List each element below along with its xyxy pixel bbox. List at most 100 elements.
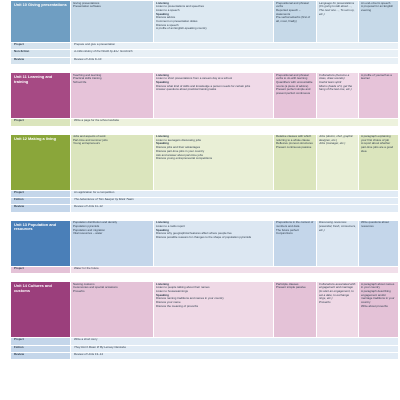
vocabulary-cell-line: Jobs (doctor, chef, graphic designer, et… (319, 135, 353, 142)
extra-label: Review (10, 56, 71, 66)
extra-row: Non-fiction A Little History of the World… (10, 49, 399, 58)
extra-value: Water for the future (70, 265, 399, 275)
extra-label: Project (10, 189, 71, 198)
gap-cell (11, 65, 399, 73)
grammar-cell: Relative clauses with which referring to… (273, 133, 317, 191)
grammar-cell-line: Reported speech – statements (276, 8, 301, 16)
extra-row: Review Review of Units 13–14 (10, 351, 399, 361)
skills-cell: Listening Listen to people talking about … (153, 281, 274, 339)
topics-cell-line: Population pyramids (73, 224, 100, 228)
vocabulary-cell: Collocations (become a class, draw sound… (316, 72, 359, 120)
extra-row: Project An application for a competition (10, 189, 399, 198)
unit-title-cell: Unit 11 Learning and training (10, 72, 71, 120)
vocabulary-cell-line: Idioms (loads of it, get the hang of the… (319, 84, 353, 92)
writing-cell-line: A report about whether part-time jobs ar… (361, 142, 394, 153)
extra-label: Project (10, 337, 71, 346)
extra-value: The Adventures of Tom Sawyer by Mark Twa… (70, 196, 399, 206)
grammar-cell-line: Pre-verbal adverbs (first of all, most, … (276, 16, 311, 24)
grammar-cell-line: Relative clauses with which referring to… (276, 135, 312, 142)
unit-title-cell: Unit 14 Cultures and customs (10, 281, 71, 339)
vocabulary-cell-line: Collocations associated with engagement … (319, 282, 356, 301)
skills-cell: Listening Listen to presentations and spe… (153, 0, 274, 43)
unit-title: Unit 14 Cultures and customs (14, 284, 52, 293)
writing-cell-line: Write about proverbs (361, 304, 388, 308)
skills-heading: Speaking (156, 81, 169, 85)
vocabulary-cell-line: Jobs (manager, etc.) (319, 142, 346, 146)
extra-row: Fiction They Don’t Mean It! By Lensey Nam… (10, 344, 399, 353)
vocabulary-cell-line: Proverbs (319, 301, 331, 305)
unit-title: Unit 13 Population and resources (14, 222, 57, 232)
skills-heading: Listening (156, 282, 169, 286)
skills-line: Discuss advice (156, 16, 176, 20)
extra-value: An application for a competition (70, 189, 399, 198)
skills-heading: Speaking (156, 228, 169, 232)
skills-heading: Speaking (156, 12, 169, 16)
writing-cell: A profile of yourself as a learner (358, 72, 399, 120)
topics-cell-line: Vital resources – water (73, 232, 103, 236)
grammar-cell: Prepositional and phrasal verbs Reported … (273, 0, 317, 43)
extra-row: Review Review of Units 9–10 (10, 56, 399, 66)
extra-value: Write a short story (70, 337, 399, 346)
topics-cell-line: Part-time and summer jobs (73, 138, 108, 142)
unit-row: Unit 10 Giving presentations Giving prese… (10, 0, 399, 43)
extra-value: Review of Units 11–12 (70, 204, 399, 213)
grammar-cell: Prepositions in the context of numbers a… (273, 219, 317, 267)
vocabulary-cell: Jobs (doctor, chef, graphic designer, et… (316, 133, 359, 191)
extra-label: Non-fiction (10, 49, 71, 58)
skills-line: Listen to people talking about their nam… (156, 286, 210, 290)
unit-row: Unit 14 Cultures and customs Naming custo… (10, 281, 399, 339)
topics-cell-line: Population and migration (73, 228, 105, 232)
grammar-cell-line: Quantifiers with uncountable nouns (a pi… (276, 81, 313, 88)
skills-line: Discuss possible reasons for changes to … (156, 236, 252, 240)
skills-line: Discuss part-time jobs in your country (156, 149, 205, 153)
grammar-cell-line: Prepositional and phrasal verbs (276, 1, 309, 9)
topics-cell: Naming customs Ceremonies and special occ… (70, 281, 154, 339)
skills-line: Discuss naming traditions and names in y… (156, 297, 224, 301)
unit-row: Unit 13 Population and resources Populati… (10, 219, 399, 267)
skills-line: Listen to housewarmings (156, 290, 188, 294)
topics-cell-line: School life (73, 81, 87, 85)
skills-heading: Speaking (156, 142, 169, 146)
skills-heading: Listening (156, 221, 169, 225)
topics-cell-line: Naming customs (73, 282, 95, 286)
skills-line: Discuss your name (156, 301, 181, 305)
skills-line: Discuss what kind of skills and knowledg… (156, 84, 251, 88)
syllabus-page: Unit 10 Giving presentations Giving prese… (10, 0, 399, 361)
grammar-cell-line: Conjunctions (276, 232, 293, 236)
skills-line: Discuss young entrepreneurial competitio… (156, 157, 213, 161)
topics-cell-line: Population distribution and density (73, 221, 118, 225)
writing-cell: An end-of-term speech A proposal for an E… (358, 0, 399, 43)
block-gap (11, 65, 399, 73)
block-gap (11, 212, 399, 220)
skills-line: A profile of an English-speaking country (156, 27, 207, 31)
extra-label: Project (10, 41, 71, 51)
writing-cell: A paragraph explaining your first choice… (358, 133, 399, 191)
skills-heading: Listening (156, 73, 169, 77)
topics-cell: Giving presentations Presentation softwar… (70, 0, 154, 43)
unit-title: Unit 12 Making a living (14, 136, 56, 141)
writing-cell-line: A paragraph about names in your country (361, 282, 395, 290)
writing-cell-line: A paragraph describing engagement and/or… (361, 290, 395, 305)
unit-title: Unit 11 Learning and training (14, 75, 53, 84)
extra-value: Review of Units 9–10 (70, 56, 399, 66)
extra-label: Project (10, 118, 71, 127)
skills-line: Listen to teenagers discussing jobs (156, 138, 201, 142)
writing-cell-line: An end-of-term speech (361, 1, 391, 5)
vocabulary-cell: Language for presentations (It’s going t… (316, 0, 359, 43)
extra-value: Write a page for the school website (70, 118, 399, 127)
unit-title: Unit 10 Giving presentations (14, 3, 67, 7)
vocabulary-cell-line: Language for presentations (It’s going t… (319, 1, 355, 16)
grammar-cell-line: Present perfect simple and present perfe… (276, 88, 311, 96)
writing-cell-line: Write questions about resources (361, 221, 389, 228)
extra-row: Fiction The Adventures of Tom Sawyer by M… (10, 196, 399, 206)
extra-value: A Little History of the World by E.H. Go… (70, 49, 399, 58)
topics-cell-line: Giving presentations (73, 1, 100, 5)
skills-line: Discuss jobs and their advantages (156, 146, 201, 150)
skills-cell: Listening Listen to teenagers discussing … (153, 133, 274, 191)
grammar-cell-line: Present simple passive (276, 286, 306, 290)
syllabus-table: Unit 10 Giving presentations Giving prese… (10, 0, 399, 361)
extra-row: Project Water for the future (10, 265, 399, 275)
grammar-cell-line: Prepositional and phrasal verbs to do wi… (276, 73, 309, 81)
skills-line: Listen to short presentations from a car… (156, 77, 232, 81)
topics-cell-line: Proverbs (73, 290, 85, 294)
